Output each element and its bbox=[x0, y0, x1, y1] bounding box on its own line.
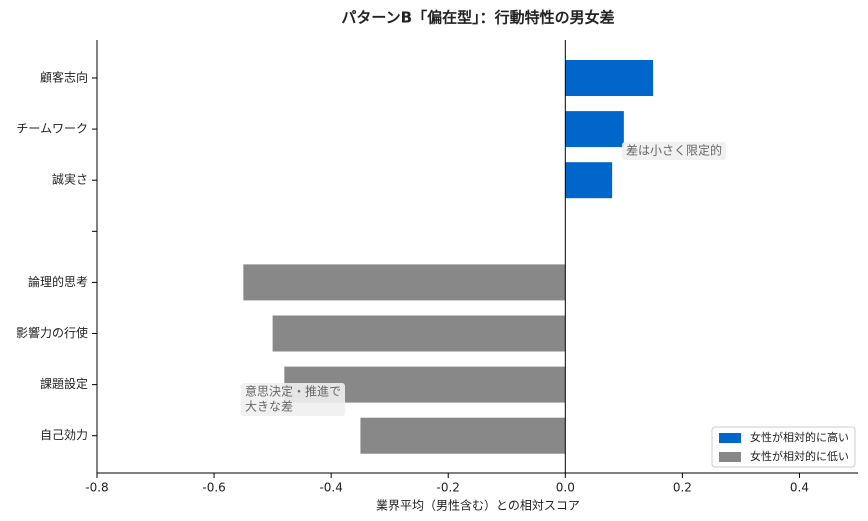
bar bbox=[272, 315, 566, 352]
x-tick-label: -0.2 bbox=[437, 481, 460, 495]
legend-label: 女性が相対的に高い bbox=[750, 430, 849, 444]
x-tick-label: 0.4 bbox=[790, 481, 809, 495]
legend-swatch bbox=[719, 452, 741, 462]
x-tick-label: 0.2 bbox=[673, 481, 692, 495]
annotation-text: 大きな差 bbox=[245, 400, 293, 414]
annotation-text: 差は小さく限定的 bbox=[626, 143, 722, 158]
y-tick-label: 論理的思考 bbox=[28, 274, 88, 289]
y-tick-label: 誠実さ bbox=[52, 172, 88, 187]
bar bbox=[565, 162, 613, 199]
bar bbox=[565, 60, 654, 96]
bar bbox=[565, 111, 624, 148]
y-tick-label: 自己効力 bbox=[40, 427, 88, 442]
annotation-box bbox=[241, 383, 346, 416]
bar bbox=[360, 417, 566, 454]
y-tick-label: 影響力の行使 bbox=[16, 325, 88, 340]
y-tick-label: 課題設定 bbox=[40, 376, 88, 391]
x-tick-label: -0.4 bbox=[319, 481, 342, 495]
legend-swatch bbox=[719, 433, 741, 443]
chart-title: パターンB「偏在型」：行動特性の男女差 bbox=[341, 9, 614, 27]
bar bbox=[243, 264, 566, 301]
x-tick-label: -0.8 bbox=[85, 481, 108, 495]
annotation: 差は小さく限定的 bbox=[622, 142, 727, 160]
annotation-text: 意思決定・推進で bbox=[245, 384, 341, 399]
annotation-box bbox=[622, 142, 727, 160]
y-tick-label: 顧客志向 bbox=[40, 70, 88, 85]
legend-label: 女性が相対的に低い bbox=[750, 449, 849, 463]
x-axis-label: 業界平均（男性含む）との相対スコア bbox=[376, 498, 580, 513]
x-tick-label: 0.0 bbox=[556, 481, 575, 495]
x-tick-label: -0.6 bbox=[202, 481, 225, 495]
y-tick-label: チームワーク bbox=[16, 122, 88, 136]
legend-box bbox=[711, 426, 856, 468]
